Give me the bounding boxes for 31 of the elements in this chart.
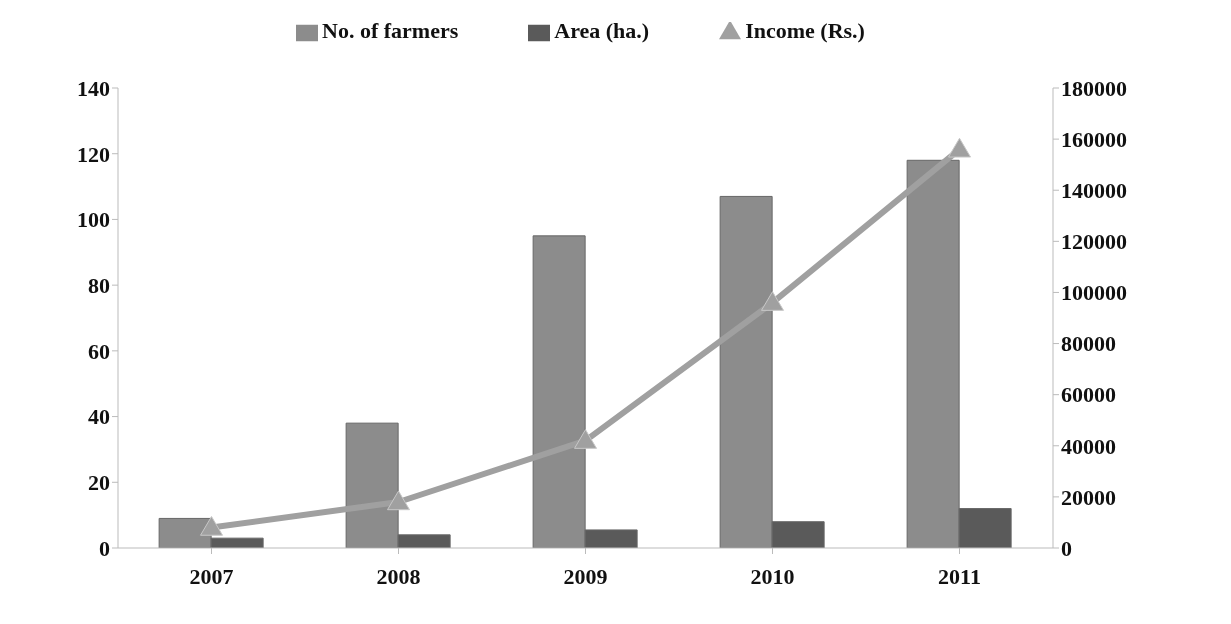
y2-tick-label: 40000 [1061,433,1116,459]
y2-tick-label: 60000 [1061,382,1116,408]
x-tick-label: 2011 [938,563,981,589]
y-tick-label: 40 [88,404,110,430]
y2-tick-label: 180000 [1061,75,1127,101]
y2-tick-label: 160000 [1061,126,1127,152]
point [761,291,784,311]
y-tick-label: 60 [88,338,110,364]
point [948,137,971,158]
point [200,516,223,536]
y-tick-label: 80 [88,272,110,298]
y2-tick-label: 0 [1061,535,1072,561]
y2-tick-label: 80000 [1061,331,1116,357]
y-tick-label: 100 [77,207,110,233]
y-tick-label: 0 [99,535,110,561]
x-tick-label: 2007 [189,563,234,589]
x-tick-label: 2009 [563,563,608,589]
y-tick-label: 140 [77,75,110,101]
legend-label: Area (ha.) [554,18,650,43]
point [574,429,597,449]
legend-label: Income (Rs.) [745,18,865,43]
point [387,490,410,511]
y2-tick-label: 20000 [1061,484,1116,510]
legend-label: No. of farmers [322,18,459,43]
x-tick-label: 2010 [750,563,795,589]
x-tick-label: 2008 [376,563,421,589]
y2-tick-label: 120000 [1061,229,1127,255]
y2-tick-label: 100000 [1061,280,1127,306]
y2-tick-label: 140000 [1061,178,1127,204]
y-tick-label: 120 [77,141,110,167]
y-tick-label: 20 [88,470,110,496]
